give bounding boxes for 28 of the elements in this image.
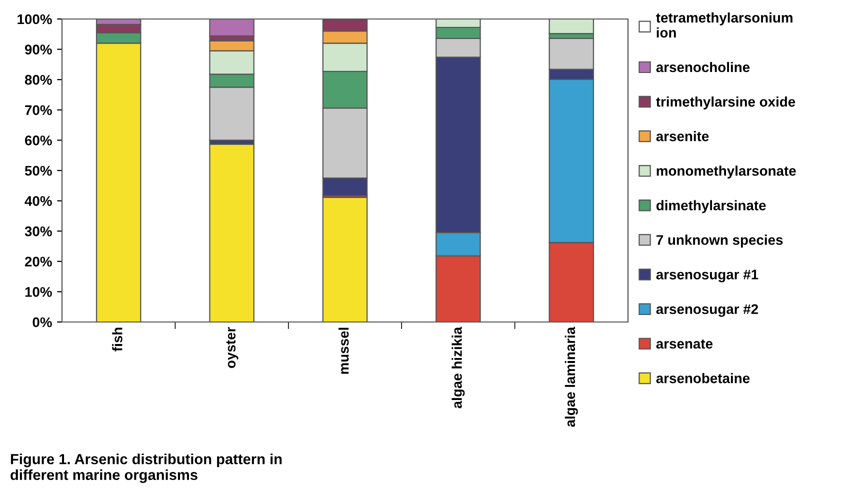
x-tick-label: algae hizikia	[452, 326, 465, 408]
y-tick-label: 80%	[24, 74, 52, 85]
y-tick-label: 0%	[32, 317, 52, 328]
legend-label: trimethylarsine oxide	[656, 96, 796, 110]
legend-label: monomethylarsonate	[656, 166, 796, 179]
legend-label: dimethylarsinate	[656, 200, 766, 214]
legend-label: tetramethylarsonium ion	[656, 12, 792, 38]
x-tick-label: algae laminaria	[564, 326, 578, 427]
legend-label: 7 unknown species	[656, 234, 783, 248]
legend-label: arsenite	[656, 131, 709, 142]
y-tick-label: 20%	[24, 256, 52, 267]
legend-label: arsenosugar #1	[656, 270, 758, 282]
y-tick-label: 10%	[25, 287, 52, 297]
y-tick-label: 90%	[24, 44, 52, 54]
y-tick-label: 100%	[18, 14, 52, 24]
legend-label: arsenocholine	[656, 62, 750, 72]
y-tick-label: 40%	[24, 196, 52, 206]
x-tick-label: mussel	[338, 328, 349, 374]
y-tick-label: 60%	[24, 136, 52, 146]
x-tick-label: oyster	[226, 327, 238, 368]
legend-label: arsenobetaine	[656, 373, 750, 384]
y-tick-label: 50%	[24, 166, 52, 176]
y-tick-label: 70%	[25, 105, 52, 116]
legend-label: arsenosugar #2	[656, 304, 758, 317]
x-tick-label: fish	[112, 328, 122, 352]
legend-label: arsenate	[656, 339, 713, 349]
caption: Figure 1. Arsenic distribution pattern in different marine organisms	[10, 454, 282, 483]
y-tick-label: 30%	[24, 226, 52, 236]
